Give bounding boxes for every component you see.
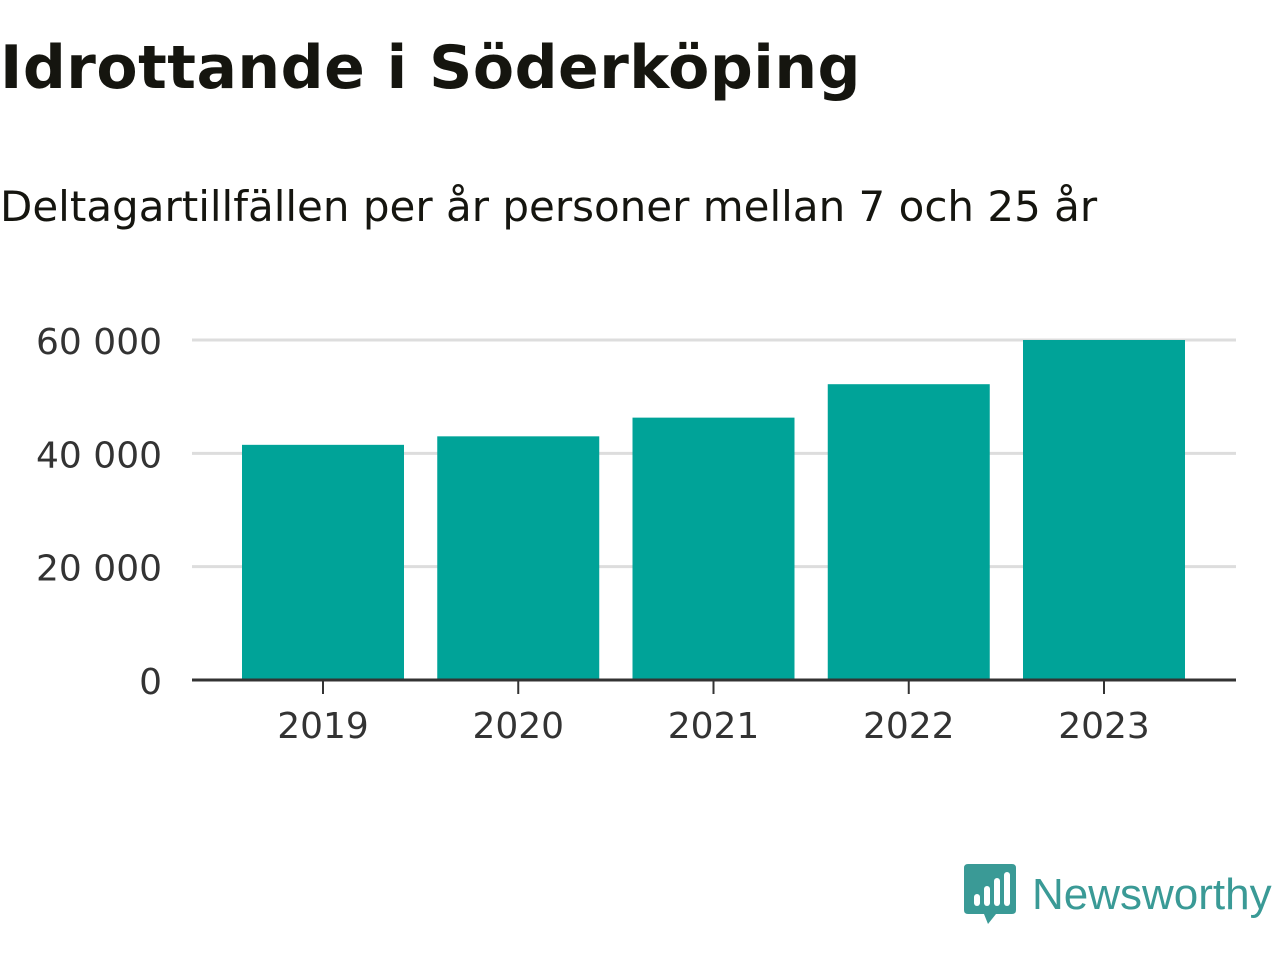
bar xyxy=(1023,340,1185,680)
bar-chart: 0 20 000 40 000 60 000 2019 2020 2021 2022 2023 xyxy=(36,322,1236,747)
x-tick-label: 2019 xyxy=(277,706,369,747)
brand-name: Newsworthy xyxy=(1032,870,1272,919)
brand-logo: Newsworthy xyxy=(964,862,1272,928)
bar xyxy=(437,436,600,680)
newsworthy-logo-icon xyxy=(964,864,1016,924)
chart-subtitle: Deltagartillfällen per år personer mella… xyxy=(0,182,1098,231)
y-tick-label: 40 000 xyxy=(36,435,162,476)
bar xyxy=(632,417,795,680)
chart-title: Idrottande i Söderköping xyxy=(0,33,861,103)
x-tick-label: 2023 xyxy=(1058,706,1150,747)
x-tick-label: 2022 xyxy=(863,706,955,747)
y-tick-label: 60 000 xyxy=(36,322,162,363)
y-tick-label: 0 xyxy=(139,662,162,703)
y-tick-label: 20 000 xyxy=(36,549,162,590)
bar xyxy=(242,444,404,680)
x-tick-label: 2020 xyxy=(472,706,564,747)
x-tick-label: 2021 xyxy=(668,706,760,747)
bar xyxy=(827,384,990,680)
